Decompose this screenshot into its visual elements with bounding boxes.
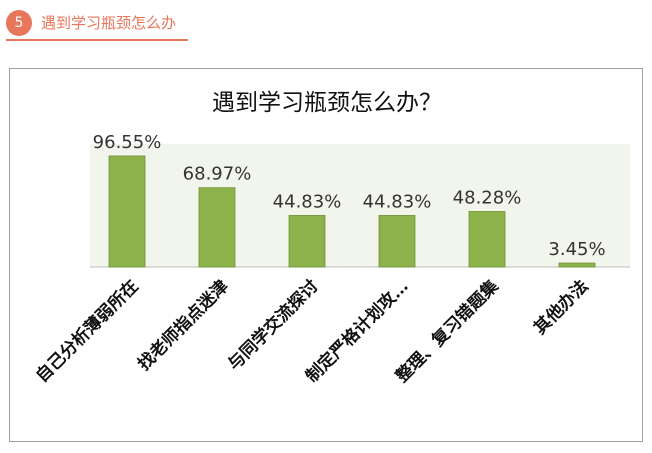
category-label: 与同学交流探讨 (224, 276, 323, 375)
bar (378, 215, 416, 268)
data-label: 48.28% (453, 187, 522, 208)
bar-chart: 96.55% 自己分析薄弱所在 68.97% 找老师指点迷津 44.83% 与同学交流探讨… (32, 132, 630, 387)
data-label: 96.55% (93, 132, 162, 153)
bar (558, 262, 596, 268)
plot-area (90, 144, 630, 267)
section-underline (6, 39, 188, 41)
bar (108, 155, 146, 268)
category-label: 其他办法 (530, 276, 593, 339)
category-label: 找老师指点迷津 (134, 276, 233, 375)
data-label: 44.83% (363, 191, 432, 212)
section-number-badge: 5 (6, 10, 32, 36)
data-label: 68.97% (183, 164, 252, 185)
chart-title: 遇到学习瓶颈怎么办？ (212, 90, 442, 116)
section-header: 5 遇到学习瓶颈怎么办 (6, 8, 188, 41)
data-label: 44.83% (273, 191, 342, 212)
chart-frame: 遇到学习瓶颈怎么办？ 96.55% 自己分析薄弱所在 68.97% 找老师指点迷津 44… (9, 68, 643, 442)
category-label: 自己分析薄弱所在 (32, 276, 143, 387)
bar (468, 211, 506, 268)
bar (198, 187, 236, 268)
data-label: 3.45% (548, 239, 605, 260)
bar (288, 215, 326, 268)
section-title: 遇到学习瓶颈怎么办 (41, 14, 177, 32)
